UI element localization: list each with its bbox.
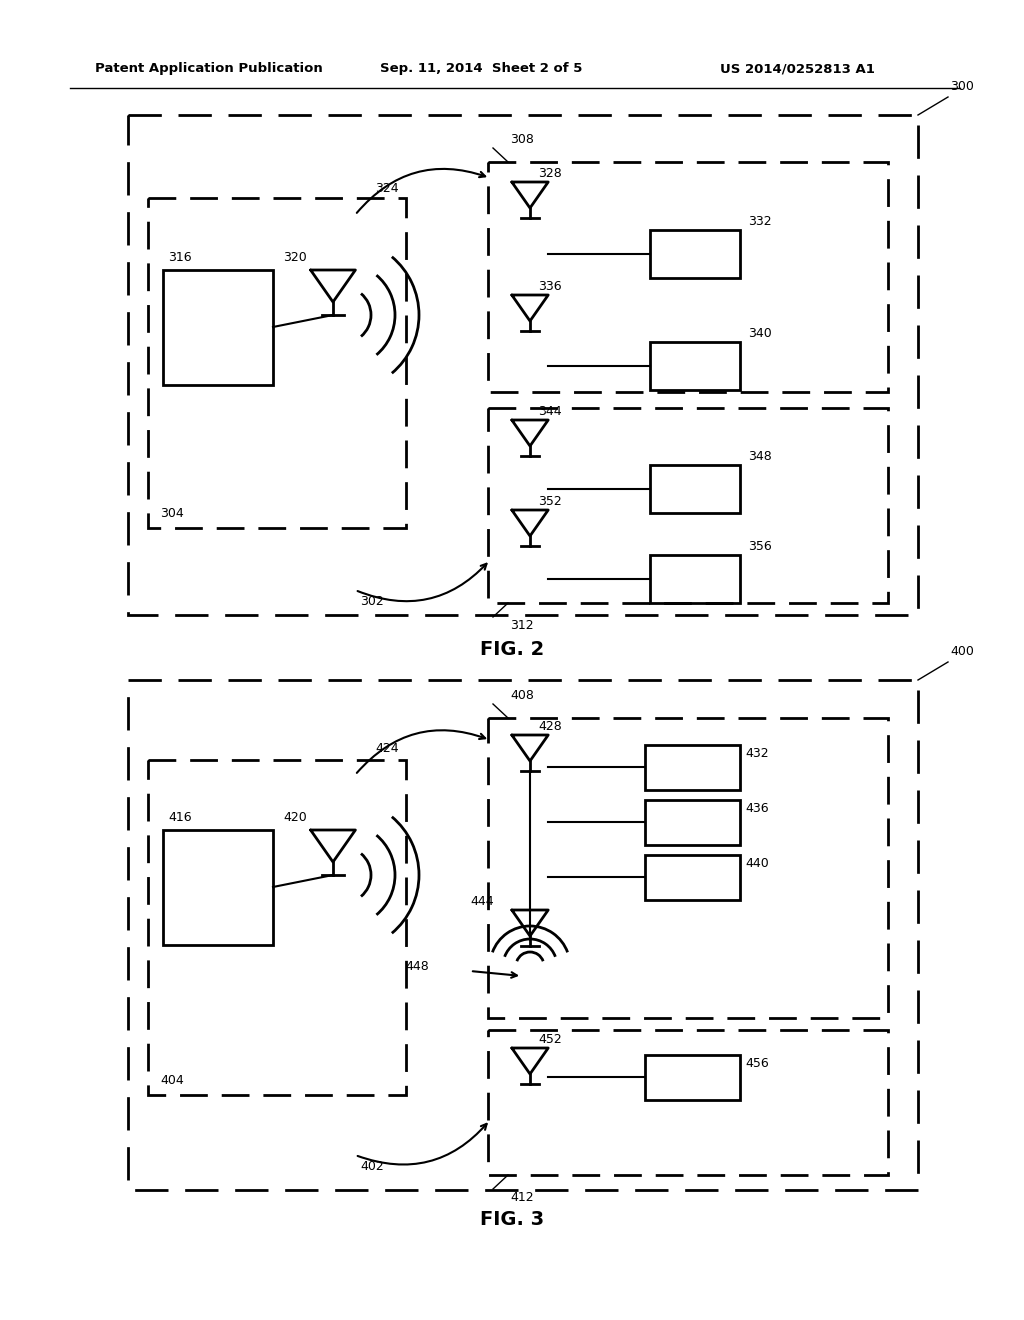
- Text: 420: 420: [283, 810, 307, 824]
- Text: 428: 428: [538, 719, 562, 733]
- Bar: [650, 230, 740, 279]
- Text: 424: 424: [375, 742, 398, 755]
- Text: 312: 312: [510, 619, 534, 632]
- Text: 448: 448: [406, 960, 429, 973]
- Text: 304: 304: [160, 507, 183, 520]
- Text: 336: 336: [538, 280, 561, 293]
- Text: Sep. 11, 2014  Sheet 2 of 5: Sep. 11, 2014 Sheet 2 of 5: [380, 62, 583, 75]
- Text: 328: 328: [538, 168, 562, 180]
- Bar: [128, 680, 918, 1191]
- Text: 412: 412: [510, 1191, 534, 1204]
- Text: FIG. 2: FIG. 2: [480, 640, 544, 659]
- Text: 356: 356: [748, 540, 772, 553]
- Text: FIG. 3: FIG. 3: [480, 1210, 544, 1229]
- Bar: [148, 198, 406, 528]
- Bar: [650, 465, 740, 513]
- Bar: [128, 115, 918, 615]
- Bar: [488, 162, 888, 392]
- Text: 316: 316: [168, 251, 191, 264]
- Text: 436: 436: [745, 803, 769, 814]
- Text: 344: 344: [538, 405, 561, 418]
- Text: 452: 452: [538, 1034, 562, 1045]
- Text: 416: 416: [168, 810, 191, 824]
- Text: 432: 432: [745, 747, 769, 760]
- Text: 302: 302: [360, 595, 384, 609]
- Bar: [645, 855, 740, 900]
- Bar: [488, 1030, 888, 1175]
- Text: 402: 402: [360, 1160, 384, 1173]
- Bar: [163, 830, 273, 945]
- Text: 308: 308: [510, 133, 534, 147]
- Bar: [645, 744, 740, 789]
- Text: 324: 324: [375, 182, 398, 195]
- Bar: [163, 271, 273, 385]
- Text: 348: 348: [748, 450, 772, 463]
- Text: 400: 400: [950, 645, 974, 657]
- Text: 352: 352: [538, 495, 562, 508]
- Text: 340: 340: [748, 327, 772, 341]
- Text: Patent Application Publication: Patent Application Publication: [95, 62, 323, 75]
- Text: 320: 320: [283, 251, 307, 264]
- Text: 300: 300: [950, 81, 974, 92]
- Bar: [148, 760, 406, 1096]
- Text: 456: 456: [745, 1057, 769, 1071]
- Bar: [488, 408, 888, 603]
- Text: US 2014/0252813 A1: US 2014/0252813 A1: [720, 62, 874, 75]
- Text: 404: 404: [160, 1074, 183, 1086]
- Text: 440: 440: [745, 857, 769, 870]
- Bar: [650, 554, 740, 603]
- Text: 332: 332: [748, 215, 772, 228]
- Bar: [650, 342, 740, 389]
- Bar: [645, 800, 740, 845]
- Text: 444: 444: [470, 895, 494, 908]
- Bar: [645, 1055, 740, 1100]
- Bar: [488, 718, 888, 1018]
- Text: 408: 408: [510, 689, 534, 702]
